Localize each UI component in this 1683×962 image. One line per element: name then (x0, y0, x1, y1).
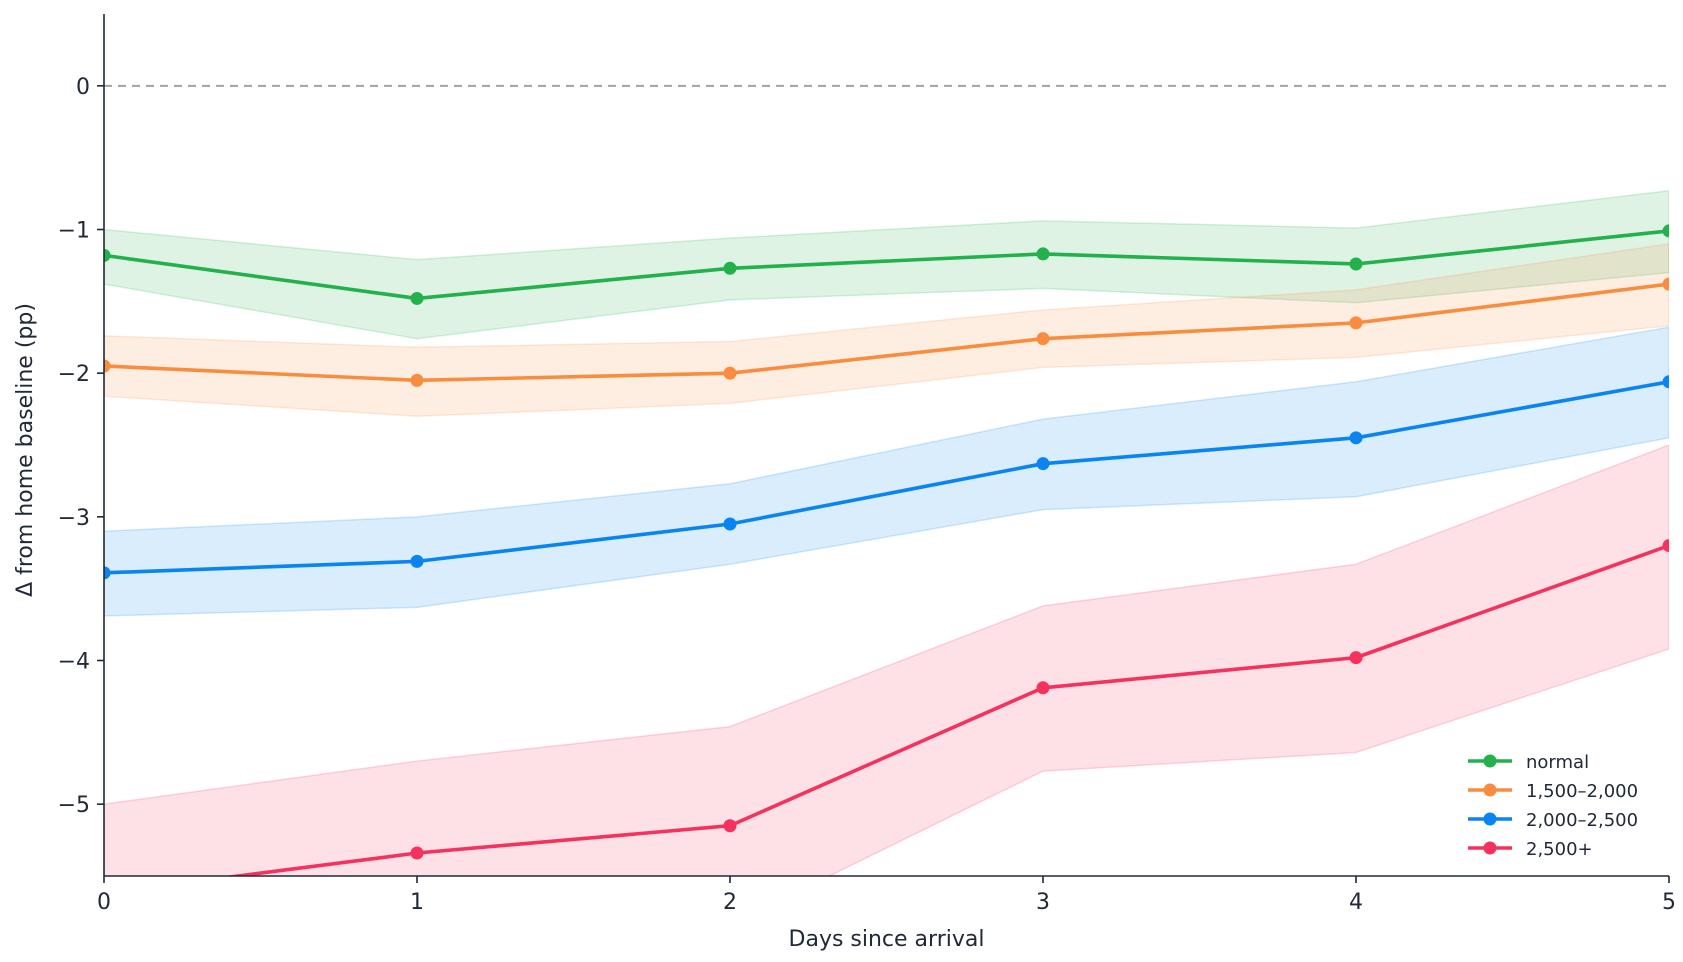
series-lines (104, 224, 1669, 876)
axes (103, 14, 1669, 877)
data-point (1349, 431, 1363, 445)
data-point (410, 846, 424, 860)
legend-label: 2,000–2,500 (1526, 810, 1638, 831)
data-point (723, 366, 737, 380)
data-point (1349, 651, 1363, 665)
x-tick-label: 2 (723, 890, 737, 915)
legend-marker (1483, 783, 1497, 797)
data-point (723, 517, 737, 531)
confidence-band (104, 326, 1669, 617)
legend-marker (1483, 812, 1497, 826)
legend: normal 1,500–2,000 2,000–2,500 2,500+ (1468, 752, 1638, 860)
legend-label: normal (1526, 752, 1589, 773)
y-tick-label: −2 (58, 362, 90, 387)
series-line (104, 229, 1669, 301)
data-point (104, 359, 111, 373)
data-point (1036, 457, 1050, 471)
legend-marker (1483, 754, 1497, 768)
y-tick-label: −5 (58, 793, 90, 818)
data-point (1662, 375, 1669, 389)
x-tick-label: 3 (1036, 890, 1050, 915)
data-point (104, 248, 111, 262)
x-tick-label: 5 (1662, 890, 1676, 915)
axis-ticks: 0 1 2 3 4 5 0 −1 −2 −3 −4 −5 (58, 75, 1676, 915)
data-point (1662, 224, 1669, 238)
y-axis-label: Δ from home baseline (pp) (13, 303, 38, 597)
y-tick-label: 0 (76, 75, 90, 100)
confidence-band (104, 243, 1669, 418)
data-point (723, 819, 737, 833)
series-line (224, 543, 1669, 876)
confidence-band (104, 189, 1669, 340)
y-tick-label: −3 (58, 506, 90, 531)
data-point (1349, 316, 1363, 330)
data-point (104, 566, 111, 580)
confidence-bands (104, 189, 1669, 876)
data-point (410, 554, 424, 568)
legend-marker (1483, 841, 1497, 855)
data-point (1036, 332, 1050, 346)
data-point (410, 373, 424, 387)
data-point (723, 261, 737, 275)
data-point (1662, 539, 1669, 553)
data-point (1036, 681, 1050, 695)
confidence-band (104, 444, 1669, 876)
y-tick-label: −1 (58, 219, 90, 244)
data-point (410, 291, 424, 305)
y-tick-label: −4 (58, 650, 90, 675)
data-point (1036, 247, 1050, 261)
series-line (104, 380, 1669, 575)
legend-label: 2,500+ (1526, 839, 1593, 860)
x-tick-label: 4 (1349, 890, 1363, 915)
legend-label: 1,500–2,000 (1526, 781, 1638, 802)
x-tick-label: 0 (97, 890, 111, 915)
data-point (1662, 277, 1669, 291)
data-point (1349, 257, 1363, 271)
series-line (104, 282, 1669, 383)
x-axis-label: Days since arrival (789, 927, 985, 952)
x-tick-label: 1 (410, 890, 424, 915)
